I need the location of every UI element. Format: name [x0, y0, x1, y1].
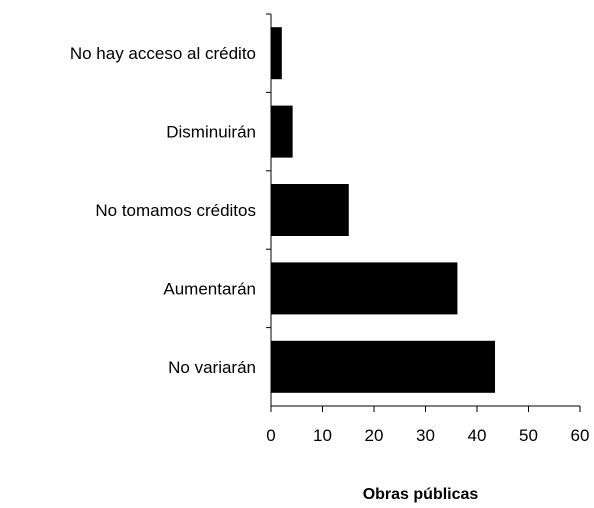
bars-group [271, 27, 496, 393]
bar [271, 340, 496, 393]
bar [271, 184, 349, 236]
category-labels: No variarán Aumentarán No tomamos créditos… [70, 13, 271, 377]
bar [271, 27, 282, 80]
x-tick-label: 40 [468, 426, 487, 445]
x-tick-label: 30 [416, 426, 435, 445]
x-tick-label: 0 [266, 426, 275, 445]
bar [271, 262, 458, 315]
category-label: Disminuirán [166, 123, 256, 142]
x-tick-label: 60 [571, 426, 590, 445]
category-label: Aumentarán [163, 279, 256, 298]
x-tick-label: 10 [313, 426, 332, 445]
x-tick-label: 20 [365, 426, 384, 445]
category-label: No tomamos créditos [95, 201, 256, 220]
x-tick-label: 50 [519, 426, 538, 445]
x-axis-label: Obras públicas [363, 486, 479, 503]
category-label: No hay acceso al crédito [70, 44, 256, 63]
bar [271, 105, 293, 158]
category-label: No variarán [168, 358, 256, 377]
x-ticks: 0 10 20 30 40 50 60 [266, 406, 589, 445]
